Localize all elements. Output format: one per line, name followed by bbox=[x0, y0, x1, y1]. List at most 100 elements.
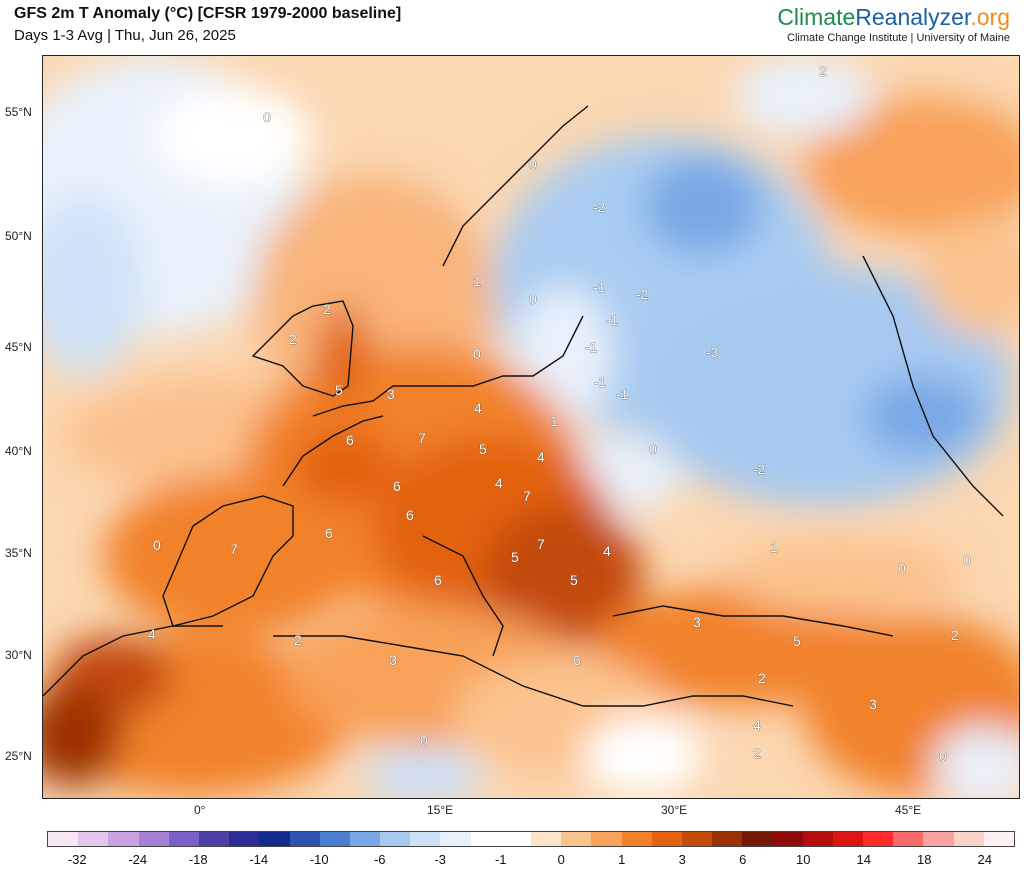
contour-label: 0 bbox=[420, 732, 428, 748]
contour-label: 3 bbox=[389, 652, 397, 668]
contour-label: 7 bbox=[537, 536, 545, 552]
contour-label: 0 bbox=[963, 552, 971, 568]
lat-label: 35°N bbox=[5, 546, 32, 560]
colorbar-swatch bbox=[440, 832, 471, 846]
colorbar-swatch bbox=[380, 832, 411, 846]
colorbar-swatch bbox=[651, 832, 682, 846]
contour-label: 6 bbox=[325, 525, 333, 541]
coastlines bbox=[43, 105, 1004, 707]
contour-label: 7 bbox=[418, 430, 426, 446]
colorbar-tick-label: 1 bbox=[618, 852, 626, 867]
colorbar-ticks: -32-24-18-14-10-6-3-101361014182432 bbox=[47, 852, 1015, 868]
contour-label: 6 bbox=[406, 507, 414, 523]
colorbar-tick-label: -3 bbox=[434, 852, 447, 867]
contour-label: 4 bbox=[148, 626, 156, 642]
contour-label: 1 bbox=[473, 273, 481, 289]
contour-label: 5 bbox=[479, 441, 487, 457]
colorbar-swatch bbox=[259, 832, 290, 846]
contour-label: 5 bbox=[511, 549, 519, 565]
brand-tagline: Climate Change Institute | University of… bbox=[787, 32, 1010, 44]
contour-label: 4 bbox=[495, 475, 503, 491]
colorbar-swatch bbox=[621, 832, 652, 846]
colorbar-tick-label: -32 bbox=[67, 852, 87, 867]
colorbar-tick-label: -1 bbox=[494, 852, 507, 867]
colorbar-swatch bbox=[712, 832, 743, 846]
lon-label: 45°E bbox=[895, 803, 922, 817]
contour-label: 4 bbox=[753, 717, 761, 733]
map-title: GFS 2m T Anomaly (°C) [CFSR 1979-2000 ba… bbox=[14, 5, 402, 22]
colorbar-swatch bbox=[923, 832, 954, 846]
contour-labels: 0 2 2 2 0 1 0 0 -2 -1 -2 -1 -1 -1 -1 -3 … bbox=[148, 63, 972, 765]
contour-label: 6 bbox=[393, 478, 401, 494]
contour-label: 5 bbox=[335, 382, 343, 398]
contour-label: 0 bbox=[529, 156, 537, 172]
colorbar-swatch bbox=[78, 832, 109, 846]
contour-label: -3 bbox=[706, 344, 719, 360]
colorbar-swatch bbox=[802, 832, 833, 846]
lat-label: 50°N bbox=[5, 229, 32, 243]
colorbar-tick-label: 6 bbox=[739, 852, 747, 867]
contour-label: 2 bbox=[758, 670, 766, 686]
contour-label: 2 bbox=[294, 632, 302, 648]
colorbar bbox=[47, 831, 1015, 847]
colorbar-swatch bbox=[742, 832, 773, 846]
colorbar-swatch bbox=[893, 832, 924, 846]
contour-label: 0 bbox=[898, 560, 906, 576]
contour-label: 1 bbox=[770, 539, 778, 555]
brand-logo[interactable]: ClimateReanalyzer.org Climate Change Ins… bbox=[777, 4, 1010, 44]
colorbar-swatch bbox=[561, 832, 592, 846]
lat-label: 30°N bbox=[5, 648, 32, 662]
contour-label: 7 bbox=[523, 488, 531, 504]
contour-label: -2 bbox=[753, 461, 766, 477]
colorbar-swatch bbox=[289, 832, 320, 846]
contour-label: 3 bbox=[387, 386, 395, 402]
contour-label: 2 bbox=[289, 331, 297, 347]
colorbar-swatch bbox=[470, 832, 501, 846]
colorbar-tick-label: -14 bbox=[249, 852, 269, 867]
colorbar-swatch bbox=[591, 832, 622, 846]
contour-label: -1 bbox=[616, 386, 629, 402]
contour-label: 5 bbox=[793, 633, 801, 649]
contour-label: 5 bbox=[570, 572, 578, 588]
colorbar-swatch bbox=[349, 832, 381, 846]
map-subtitle: Days 1-3 Avg | Thu, Jun 26, 2025 bbox=[14, 27, 236, 44]
contour-label: 6 bbox=[434, 572, 442, 588]
colorbar-swatch bbox=[953, 832, 984, 846]
colorbar-tick-label: 3 bbox=[678, 852, 686, 867]
anomaly-field bbox=[43, 56, 1019, 798]
contour-label: 3 bbox=[693, 614, 701, 630]
colorbar-swatch bbox=[108, 832, 139, 846]
contour-label: -1 bbox=[593, 279, 606, 295]
lat-label: 25°N bbox=[5, 749, 32, 763]
colorbar-swatch bbox=[832, 832, 864, 846]
lon-label: 0° bbox=[194, 803, 206, 817]
colorbar-swatch bbox=[410, 832, 441, 846]
contour-label: 0 bbox=[263, 109, 271, 125]
contour-label: 0 bbox=[153, 537, 161, 553]
contour-label: 3 bbox=[869, 696, 877, 712]
contour-label: 4 bbox=[537, 449, 545, 465]
colorbar-swatch bbox=[198, 832, 230, 846]
colorbar-swatch bbox=[138, 832, 169, 846]
contour-label: 0 bbox=[649, 441, 657, 457]
colorbar-tick-label: 18 bbox=[917, 852, 932, 867]
contour-label: 0 bbox=[529, 291, 537, 307]
colorbar-tick-label: 14 bbox=[856, 852, 871, 867]
colorbar-swatch bbox=[681, 832, 713, 846]
colorbar-swatch bbox=[500, 832, 531, 846]
map-canvas: 0 2 2 2 0 1 0 0 -2 -1 -2 -1 -1 -1 -1 -3 … bbox=[43, 56, 1019, 798]
contour-label: 0 bbox=[473, 346, 481, 362]
colorbar-swatch bbox=[983, 832, 1014, 846]
colorbar-swatch bbox=[863, 832, 894, 846]
contour-label: 4 bbox=[474, 400, 482, 416]
contour-label: 2 bbox=[753, 745, 761, 761]
colorbar-swatch bbox=[168, 832, 199, 846]
lon-label: 30°E bbox=[661, 803, 688, 817]
colorbar-tick-label: 24 bbox=[977, 852, 992, 867]
contour-label: -1 bbox=[606, 312, 619, 328]
colorbar-tick-label: 10 bbox=[796, 852, 811, 867]
colorbar-tick-label: -18 bbox=[188, 852, 208, 867]
lat-label: 40°N bbox=[5, 444, 32, 458]
lon-label: 15°E bbox=[427, 803, 454, 817]
colorbar-tick-label: -10 bbox=[309, 852, 329, 867]
